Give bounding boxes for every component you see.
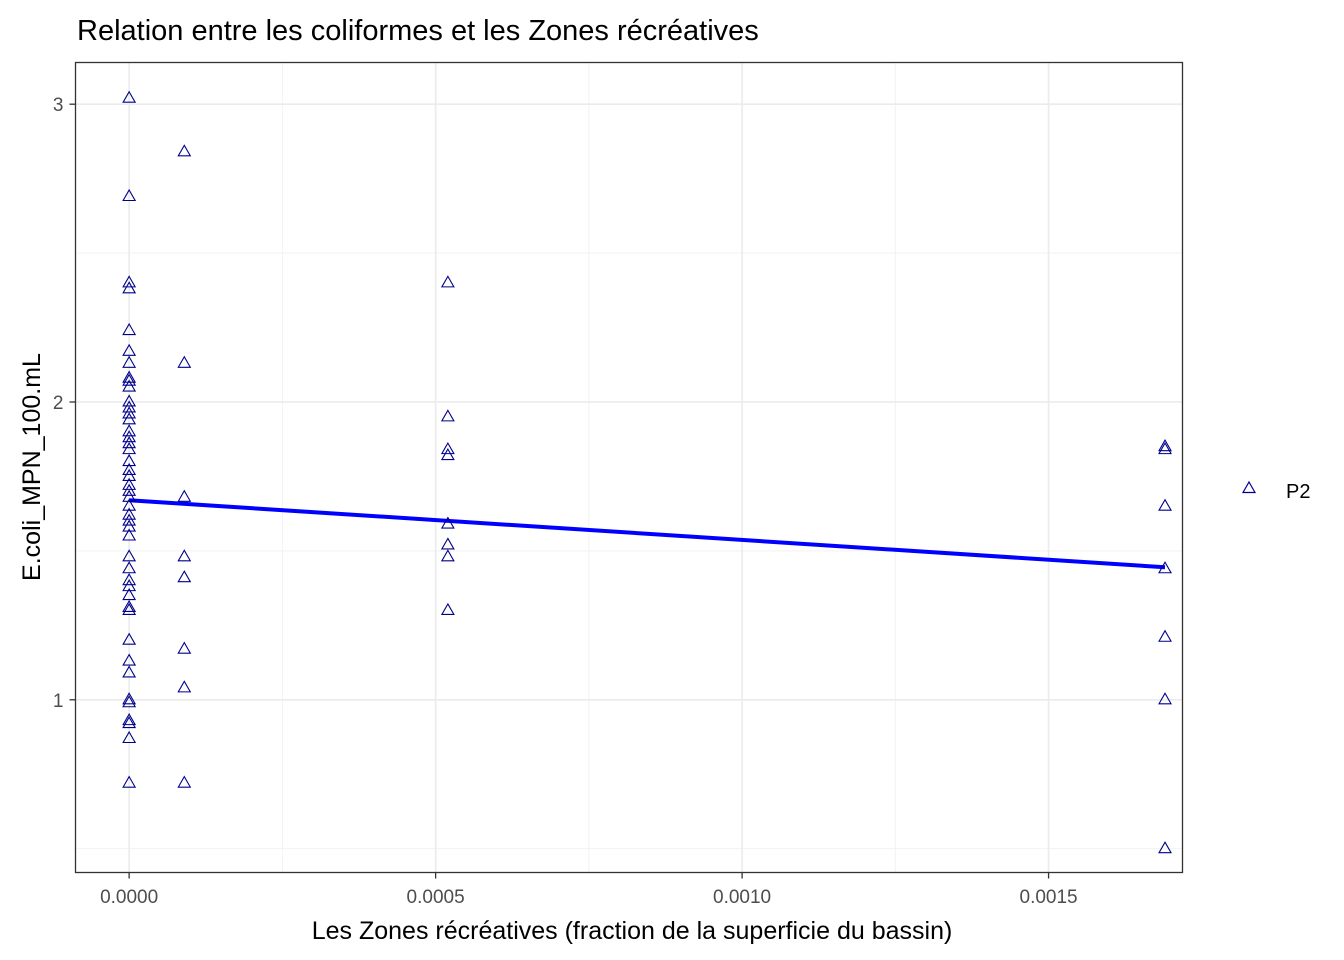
data-point [122, 394, 137, 407]
data-point [122, 483, 137, 496]
data-point [1158, 498, 1172, 511]
trend-line-group [129, 498, 1166, 570]
data-point [177, 144, 192, 157]
data-points [122, 90, 1172, 854]
data-point [122, 519, 137, 532]
data-point [177, 570, 192, 583]
data-point [440, 516, 455, 529]
y-tick-label: 2 [53, 393, 64, 414]
data-point [122, 665, 137, 678]
data-point [177, 680, 192, 693]
data-point [1158, 442, 1172, 455]
data-point [1158, 841, 1172, 854]
legend: P2 [1241, 480, 1310, 503]
data-point [122, 453, 137, 467]
data-point [122, 602, 137, 615]
data-point [177, 775, 192, 788]
data-point [122, 370, 137, 383]
trend-line [129, 498, 1166, 570]
data-point [122, 322, 137, 336]
data-point [122, 599, 137, 613]
data-point [122, 489, 137, 502]
data-point [440, 602, 455, 615]
data-point [122, 188, 137, 202]
data-point [440, 549, 455, 562]
data-point [122, 406, 137, 419]
data-point [122, 462, 137, 476]
data-point [177, 489, 192, 502]
y-axis-title: E.coli_MPN_100.mL [18, 353, 46, 581]
data-point [122, 275, 137, 288]
data-point [122, 468, 137, 481]
data-point [440, 447, 455, 461]
data-point [122, 775, 137, 788]
data-point [177, 549, 192, 562]
x-axis-title: Les Zones récréatives (fraction de la su… [312, 917, 953, 945]
data-point [440, 442, 455, 455]
data-point [122, 477, 137, 490]
major-gridlines [75, 62, 1183, 873]
data-point [122, 436, 137, 449]
data-point [122, 549, 137, 562]
data-point [177, 355, 192, 368]
data-point [440, 537, 455, 550]
tick-labels: 0.0000 0.0005 0.0010 0.0015 1 2 3 [53, 95, 1078, 908]
x-tick-label: 0.0000 [100, 887, 158, 908]
x-tick-label: 0.0010 [713, 887, 771, 908]
data-point [122, 442, 137, 455]
data-point [122, 498, 137, 511]
data-point [177, 641, 192, 654]
data-point [122, 573, 137, 586]
x-tick-label: 0.0015 [1020, 887, 1078, 908]
data-point [122, 379, 137, 392]
data-point [122, 579, 137, 592]
data-point [122, 90, 137, 103]
data-point [122, 695, 137, 708]
legend-label-p2: P2 [1286, 481, 1310, 503]
y-tick-label: 3 [53, 95, 64, 116]
data-point [122, 715, 137, 729]
data-point [122, 343, 137, 356]
data-point [122, 587, 137, 601]
axis-ticks [69, 103, 1050, 879]
data-point [122, 373, 137, 386]
data-point [122, 281, 137, 294]
data-point [122, 561, 137, 574]
data-point [122, 692, 137, 705]
legend-triangle-key [1241, 480, 1257, 494]
data-point [122, 507, 137, 520]
data-point [440, 409, 455, 422]
data-point [1158, 561, 1172, 574]
x-tick-label: 0.0005 [407, 887, 465, 908]
data-point [122, 653, 137, 666]
y-tick-label: 1 [53, 691, 64, 712]
minor-gridlines [75, 62, 1183, 873]
data-point [440, 275, 455, 288]
chart-title: Relation entre les coliformes et les Zon… [77, 15, 759, 47]
data-point [122, 430, 137, 443]
data-point [1158, 439, 1172, 452]
data-point [122, 355, 137, 368]
data-point [122, 730, 137, 744]
data-point [1158, 629, 1172, 642]
data-point [122, 424, 137, 437]
data-point [122, 528, 137, 541]
plot-panel-border [74, 61, 1184, 874]
data-point [122, 713, 137, 726]
data-point [122, 400, 137, 413]
data-point [122, 513, 137, 526]
data-point [122, 632, 137, 645]
data-point [122, 412, 137, 425]
data-point [1158, 692, 1172, 705]
